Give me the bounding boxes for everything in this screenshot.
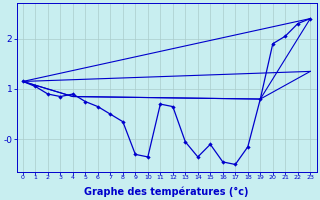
X-axis label: Graphe des températures (°c): Graphe des températures (°c) (84, 186, 249, 197)
